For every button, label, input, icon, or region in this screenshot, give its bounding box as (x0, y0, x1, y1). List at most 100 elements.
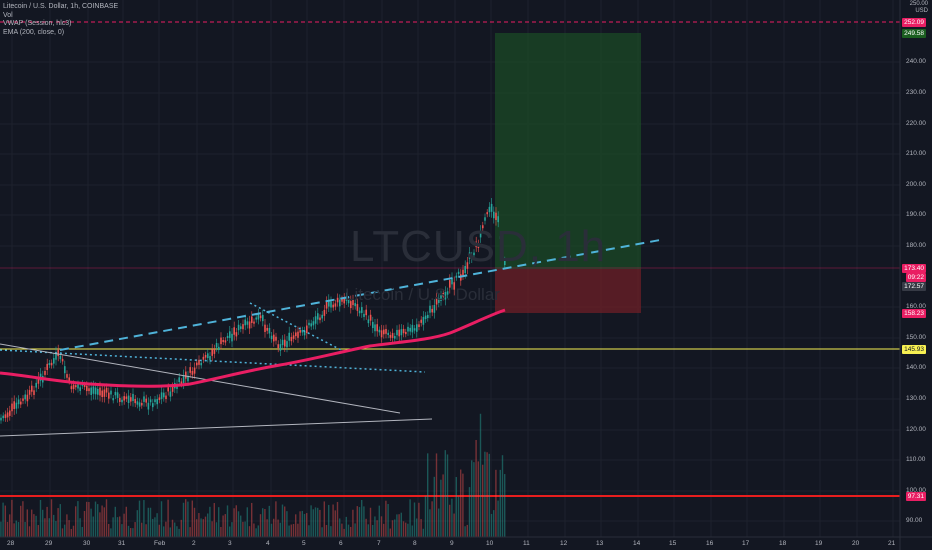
volume-bar (33, 514, 35, 537)
volume-bar (9, 514, 11, 537)
candle-body (286, 341, 288, 348)
candle-body (132, 393, 134, 402)
candle-body (396, 329, 398, 336)
volume-bar (281, 504, 284, 537)
volume-bar (46, 506, 48, 537)
ema-line (0, 308, 506, 388)
volume-bar (108, 523, 110, 537)
volume-bar (462, 473, 464, 537)
price-tick-label: 120.00 (906, 426, 926, 433)
candle-body (114, 391, 117, 396)
candle-body (341, 298, 343, 302)
candle-body (242, 324, 244, 330)
time-tick-label: 29 (45, 540, 53, 547)
candle-body (308, 322, 310, 326)
volume-bar (345, 516, 347, 537)
candle-body (218, 346, 220, 351)
candle-body (231, 333, 233, 342)
candle-body (101, 390, 103, 398)
candle-body (279, 344, 282, 351)
volume-bar (380, 516, 383, 537)
candle-body (438, 298, 440, 303)
candle-body (11, 403, 13, 412)
volume-bar (35, 515, 37, 537)
candle-body (198, 359, 200, 365)
volume-bar (86, 501, 88, 537)
symbol-title[interactable]: Litecoin / U.S. Dollar, 1h, COINBASE (3, 3, 119, 10)
candle-body (83, 384, 86, 387)
volume-bar (361, 499, 363, 537)
volume-bar (174, 522, 176, 537)
candle-body (394, 336, 396, 339)
volume-bar (317, 507, 319, 537)
ema-indicator[interactable]: EMA (200, close, 0) (3, 28, 65, 36)
candle-body (15, 402, 18, 409)
volume-bar (237, 511, 240, 537)
trendline-white-lower (0, 418, 433, 437)
candle-body (453, 282, 455, 290)
candle-body (44, 370, 46, 375)
volume-bar (50, 499, 53, 537)
volume-bar (306, 513, 308, 537)
candle-body (123, 396, 125, 401)
volume-bar (64, 524, 66, 537)
volume-bar (79, 518, 81, 537)
candle-body (79, 387, 81, 391)
volume-bar (121, 524, 123, 537)
candle-body (253, 321, 255, 324)
volume-bar (28, 526, 31, 537)
candle-body (255, 317, 257, 320)
time-tick-label: 3 (228, 540, 232, 547)
volume-bar (473, 462, 475, 537)
volume-bar (39, 499, 42, 537)
volume-bar (402, 521, 405, 537)
candle-body (90, 387, 92, 395)
candle-body (343, 297, 345, 304)
volume-bar (255, 528, 257, 537)
candle-body (290, 336, 293, 342)
candle-body (350, 301, 352, 309)
vwap-indicator[interactable]: VWAP (Session, hlc3) (3, 20, 72, 27)
candle-body (310, 323, 312, 327)
volume-bar (138, 500, 141, 537)
volume-bar (224, 514, 226, 537)
volume-bar (466, 524, 468, 537)
candle-body (154, 399, 156, 403)
price-tick-label: 140.00 (906, 364, 926, 371)
currency-label[interactable]: USD (915, 8, 928, 14)
candle-body (334, 303, 337, 307)
volume-bar (407, 523, 409, 537)
candle-body (328, 299, 330, 307)
volume-bar (438, 508, 440, 537)
volume-bar (11, 499, 13, 537)
volume-bar (191, 500, 193, 537)
volume-bar (411, 525, 413, 537)
candle-body (196, 362, 198, 366)
volume-bar (288, 525, 290, 537)
volume-bar (378, 505, 380, 537)
candle-body (365, 309, 367, 316)
volume-bar (180, 519, 182, 537)
price-tick-label: 190.00 (906, 211, 926, 218)
volume-bar (325, 524, 328, 537)
candle-body (262, 314, 264, 322)
candle-body (497, 216, 499, 223)
volume-bar (277, 519, 279, 537)
volume-bar (350, 526, 352, 537)
volume-bar (299, 511, 301, 537)
candle-body (292, 335, 295, 339)
candle-body (347, 299, 350, 304)
volume-bar (475, 439, 477, 537)
volume-bar (482, 464, 484, 537)
volume-bar (132, 528, 134, 537)
candle-body (374, 324, 376, 332)
volume-indicator[interactable]: Vol (3, 11, 13, 19)
candle-body (136, 401, 139, 405)
candle-body (64, 366, 66, 374)
volume-bar (422, 528, 424, 537)
time-tick-label: 19 (815, 540, 823, 547)
price-tag: 09:22 (905, 273, 926, 282)
candle-body (427, 314, 429, 319)
candle-body (391, 333, 394, 338)
